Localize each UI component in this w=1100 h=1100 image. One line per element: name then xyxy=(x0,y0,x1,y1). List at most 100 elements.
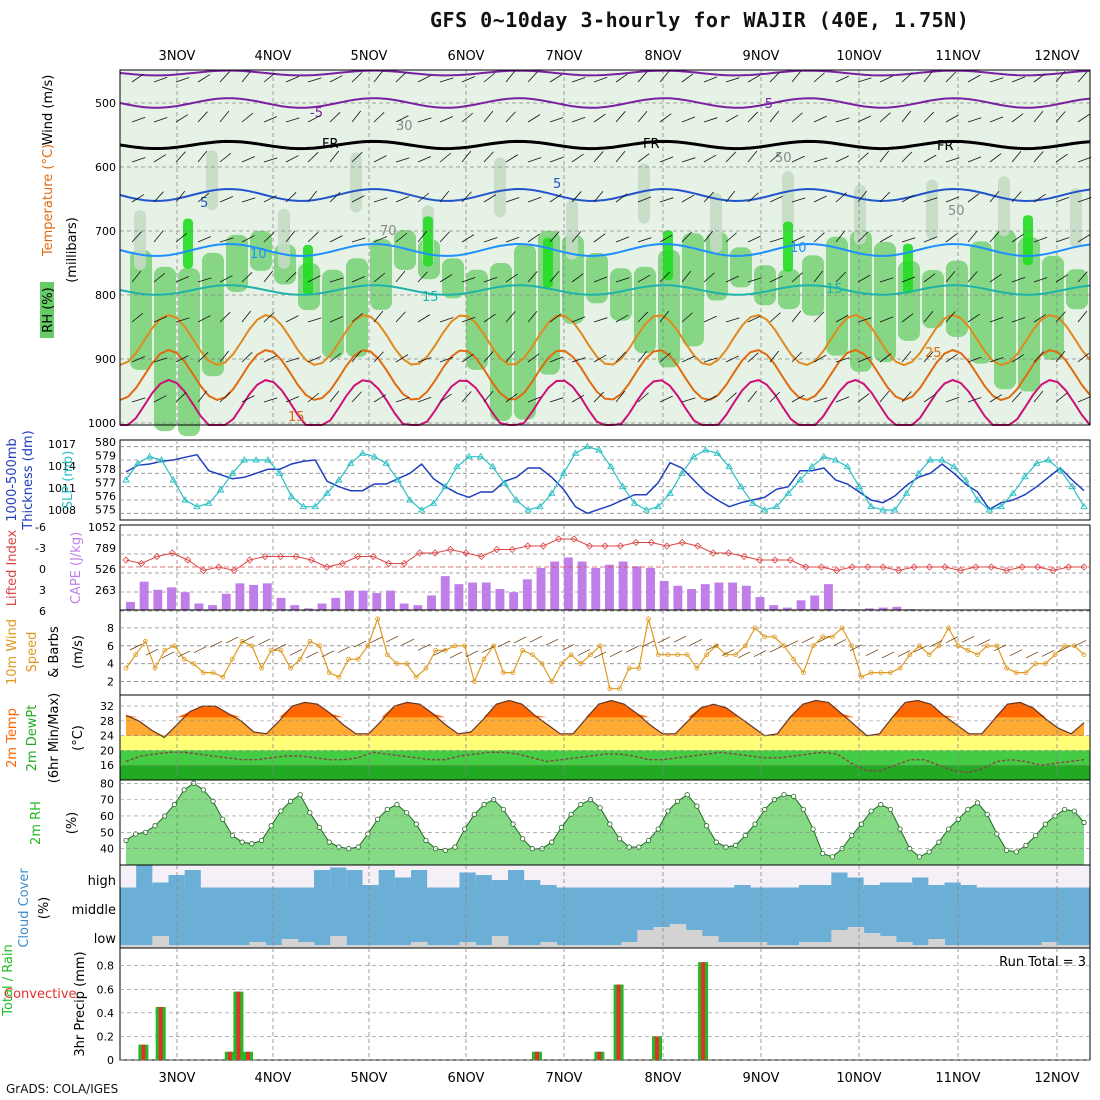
slp-marker xyxy=(654,502,663,510)
upper-wind-barb xyxy=(285,230,296,243)
wind-barb xyxy=(609,650,623,658)
rh2m-marker xyxy=(462,826,468,832)
cloud-high-bar xyxy=(281,887,299,890)
upper-wind-barb xyxy=(923,393,936,403)
upper-wind-barb xyxy=(175,77,190,83)
upper-wind-barb xyxy=(791,235,805,243)
cloud-high-bar xyxy=(831,872,848,890)
rh2m-marker xyxy=(723,844,729,850)
upper-wind-barb xyxy=(483,237,498,243)
cape-ylabel: CAPE (J/kg) xyxy=(69,532,84,604)
upper-wind-barb xyxy=(857,190,868,203)
upper-wind-barb xyxy=(879,277,894,283)
upper-wind-barb xyxy=(637,153,650,163)
cloud-low-bar xyxy=(184,945,202,948)
cloud-high-bar xyxy=(879,882,897,890)
slp-marker xyxy=(453,462,461,470)
upper-wind-barb xyxy=(505,311,516,323)
wind-speed-marker xyxy=(288,665,293,671)
wind-speed-marker xyxy=(394,661,400,667)
cloud-high-bg xyxy=(200,865,218,890)
wind-speed-marker xyxy=(926,652,932,658)
wind-speed-marker xyxy=(762,634,768,640)
date-label-top: 10NOV xyxy=(836,49,881,64)
upper-wind-barb xyxy=(439,317,454,323)
lifted-index-ytick: -3 xyxy=(35,542,46,555)
cape-bar xyxy=(632,566,642,610)
upper-wind-barb xyxy=(395,115,409,123)
cloud-high-bar xyxy=(799,885,816,890)
cloud-low-bar xyxy=(540,942,557,948)
precip-convective-bar xyxy=(227,1051,232,1060)
lifted-index-marker xyxy=(369,552,377,561)
upper-wind-barb xyxy=(153,357,168,363)
upper-wind-barb xyxy=(329,75,343,83)
upper-wind-barb xyxy=(703,117,718,123)
lifted-index-marker xyxy=(632,538,640,547)
upper-wind-barb xyxy=(461,191,472,203)
wind-barb xyxy=(961,635,975,643)
rh2m-marker xyxy=(210,798,216,804)
slp-ytick: 1011 xyxy=(48,482,76,495)
wind-barb xyxy=(481,646,495,653)
upper-wind-barb xyxy=(483,110,494,123)
upper-wind-barb xyxy=(461,353,474,363)
upper-wind-barb xyxy=(219,312,231,323)
upper-wind-barb xyxy=(945,353,958,363)
lifted-index-marker xyxy=(1003,566,1011,575)
upper-wind-barb xyxy=(1077,71,1088,83)
wind-barb xyxy=(721,649,735,656)
cloud-low-bar xyxy=(588,945,606,948)
wind-barb xyxy=(929,640,943,647)
upper-wind-barb xyxy=(615,236,630,243)
rh2m-marker xyxy=(481,801,487,808)
upper-wind-barb xyxy=(747,315,761,323)
cloud-low-bar xyxy=(960,945,978,948)
upper-wind-barb xyxy=(901,313,914,323)
upper-wind-barb xyxy=(329,390,340,403)
cloud-high-bar xyxy=(459,872,477,890)
lifted-index-marker xyxy=(122,556,130,564)
upper-wind-barb xyxy=(175,276,190,283)
rh2m-marker xyxy=(336,844,342,850)
slp-ytick: 1014 xyxy=(48,460,76,473)
rh2m-marker xyxy=(945,826,952,832)
cloud-high-bg xyxy=(928,865,945,890)
cape-bar xyxy=(372,593,382,610)
lifted-index-ytick: 0 xyxy=(39,563,46,576)
upper-wind-barb xyxy=(175,355,189,363)
cloud-high-bg xyxy=(799,865,816,890)
upper-wind-barb xyxy=(725,355,739,363)
wind-ytick: 4 xyxy=(107,658,114,671)
upper-wind-barb xyxy=(1011,233,1024,243)
rh2m-marker xyxy=(897,826,903,832)
cloud-high-bar xyxy=(314,870,331,890)
slp-marker xyxy=(512,496,521,503)
cloud-high-bar xyxy=(217,887,234,890)
upper-wind-barb xyxy=(219,237,234,243)
cape-bar xyxy=(823,584,833,610)
rh-shade-blob xyxy=(1042,255,1064,361)
upper-wind-barb xyxy=(945,396,960,403)
slp-marker xyxy=(465,452,473,460)
wind-speed-marker xyxy=(1033,661,1039,667)
cloud-high-bar xyxy=(394,877,412,890)
date-label-top: 4NOV xyxy=(255,49,292,64)
precip-ytick: 0.2 xyxy=(97,1030,115,1043)
upper-wind-barb xyxy=(549,74,563,83)
slp-marker xyxy=(1032,459,1041,466)
wind-barb xyxy=(865,649,879,656)
wind-ytick: 8 xyxy=(107,622,114,635)
lifted-index-marker xyxy=(199,566,207,575)
upper-wind-barb xyxy=(637,350,648,363)
upper-wind-barb xyxy=(197,236,212,243)
slp-marker xyxy=(618,482,627,490)
rh-shade-blob xyxy=(303,244,313,295)
cloud-low-bar xyxy=(976,945,994,948)
rh2m-marker xyxy=(955,816,961,822)
rh-shade-blob xyxy=(634,266,656,354)
upper-wind-barb xyxy=(1033,390,1044,403)
wind-ylabel1: 10m Wind xyxy=(5,619,20,685)
slp-marker xyxy=(630,499,639,506)
upper-wind-barb xyxy=(285,357,300,363)
